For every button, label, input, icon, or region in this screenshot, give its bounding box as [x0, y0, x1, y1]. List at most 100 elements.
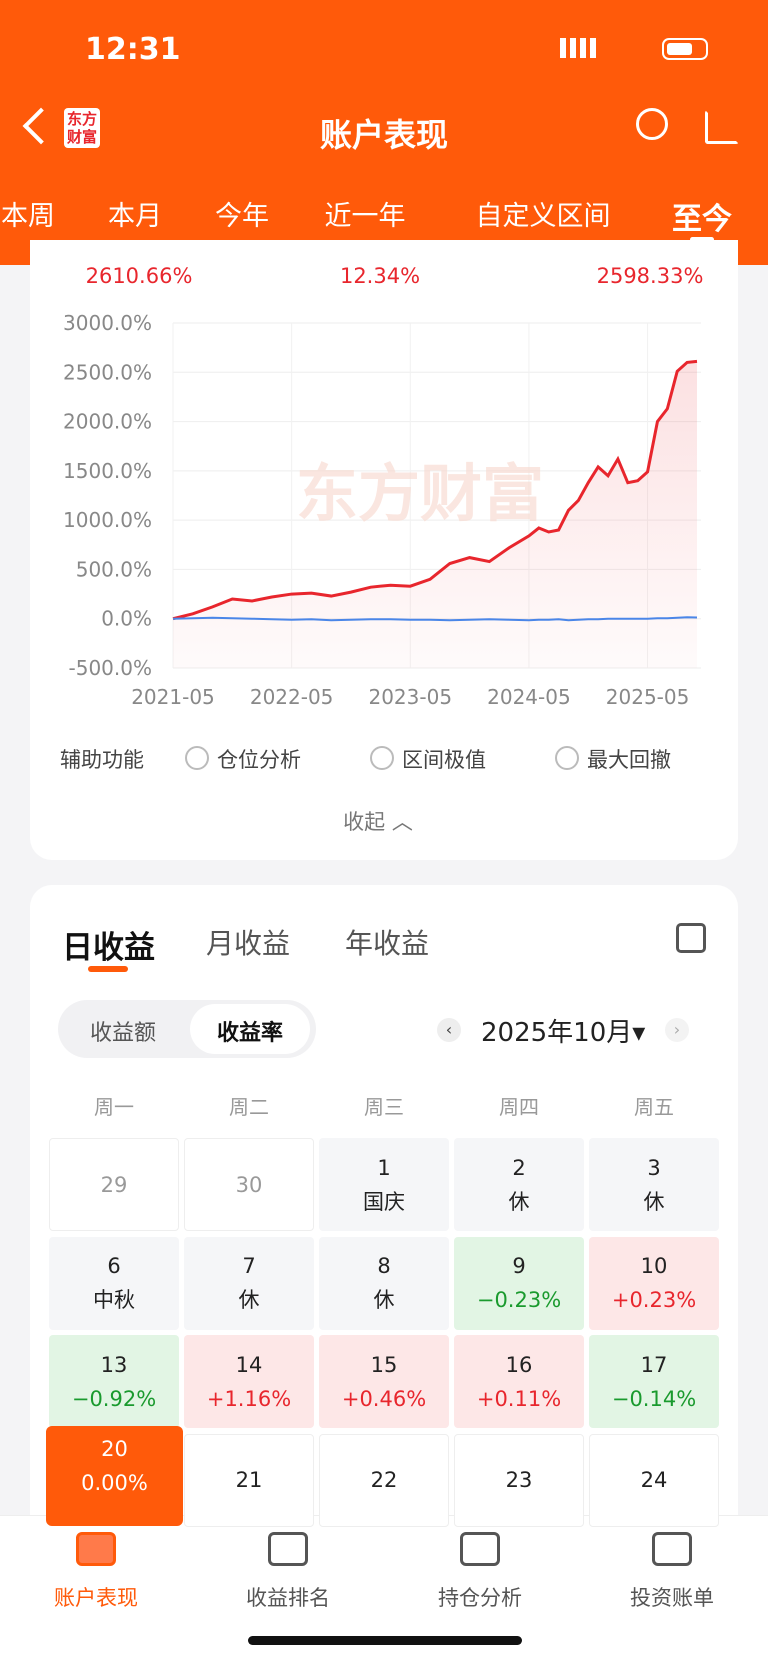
area-fill: [173, 361, 697, 668]
calendar-cell[interactable]: 14 +1.16%: [184, 1335, 314, 1428]
period-tab[interactable]: 近一年: [324, 201, 406, 232]
nav-icon[interactable]: [76, 1532, 116, 1566]
time: 12:31: [85, 32, 181, 67]
cell-note: 国庆: [363, 1189, 405, 1214]
period-tab[interactable]: 本周: [1, 201, 55, 232]
calendar-cell[interactable]: 6 中秋: [49, 1236, 179, 1330]
calendar-cell[interactable]: 9 −0.23%: [454, 1236, 584, 1330]
cell-day: 14: [235, 1352, 263, 1377]
nav-label[interactable]: 账户表现: [54, 1586, 138, 1610]
calendar-cell[interactable]: 20 0.00%: [46, 1426, 183, 1526]
collapse-button[interactable]: 收起 ︿: [343, 810, 413, 834]
cell-note: −0.92%: [71, 1386, 157, 1411]
cell-note: +1.16%: [206, 1386, 292, 1411]
cell-note: +0.46%: [341, 1386, 427, 1411]
month-picker[interactable]: 2025年10月▾: [481, 1018, 646, 1048]
toggle-option[interactable]: 收益额: [89, 1021, 157, 1046]
calendar-cell[interactable]: 17 −0.14%: [589, 1335, 719, 1428]
calendar-cell[interactable]: 23: [454, 1433, 584, 1527]
prev-month[interactable]: ‹: [437, 1018, 461, 1042]
back-button[interactable]: [22, 107, 60, 145]
aux-option[interactable]: 仓位分析: [217, 748, 301, 772]
cell-day: 1: [377, 1155, 391, 1180]
calendar-cell[interactable]: 1 国庆: [319, 1138, 449, 1231]
cell-note: −0.23%: [476, 1288, 562, 1312]
tab-indicator: [690, 237, 714, 242]
calendar-cell[interactable]: 24: [589, 1433, 719, 1527]
calendar-cell[interactable]: 15 +0.46%: [319, 1335, 449, 1428]
returns-tab[interactable]: 月收益: [206, 927, 291, 960]
logo: 东方 财富: [64, 108, 101, 148]
cell-day: 20: [101, 1437, 128, 1461]
cell-note: 0.00%: [81, 1471, 148, 1495]
radio[interactable]: [370, 746, 394, 770]
returns-tab[interactable]: 日收益: [62, 930, 155, 966]
header: 12:31 东方 财富 账户表现: [0, 0, 768, 265]
share-icon[interactable]: [705, 110, 739, 144]
cell-day: 17: [640, 1352, 668, 1377]
toggle-option[interactable]: 收益率: [216, 1021, 284, 1046]
calendar-cell[interactable]: 29: [49, 1138, 179, 1231]
cell-note: 休: [643, 1189, 665, 1214]
aux-label: 辅助功能: [60, 748, 144, 772]
signal-icon: [560, 38, 600, 58]
nav-icon[interactable]: [652, 1532, 692, 1566]
calendar-cell[interactable]: 13 −0.92%: [49, 1335, 179, 1428]
weekday: 周一: [94, 1095, 134, 1119]
share-icon[interactable]: [676, 923, 706, 953]
tab-indicator: [88, 966, 128, 972]
nav-icon[interactable]: [268, 1532, 308, 1566]
cell-note: +0.23%: [611, 1288, 697, 1312]
battery-icon: [662, 38, 708, 60]
cell-note: +0.11%: [476, 1386, 562, 1411]
calendar-cell[interactable]: 21: [184, 1433, 314, 1527]
calendar-cell[interactable]: 10 +0.23%: [589, 1236, 719, 1330]
calendar-cell[interactable]: 22: [319, 1433, 449, 1527]
period-tab[interactable]: 自定义区间: [475, 201, 611, 232]
aux-option[interactable]: 最大回撤: [587, 748, 671, 772]
radio[interactable]: [185, 746, 209, 770]
x-tick-label: 2023-05: [368, 685, 452, 709]
y-tick-label: 1500.0%: [63, 459, 152, 483]
cell-day: 22: [370, 1468, 398, 1492]
nav-label[interactable]: 投资账单: [630, 1586, 714, 1610]
next-month[interactable]: ›: [665, 1018, 689, 1042]
cell-day: 2: [512, 1155, 526, 1180]
cell-day: 6: [107, 1254, 121, 1278]
x-tick-label: 2024-05: [487, 685, 571, 709]
summary-value: 2610.66%: [85, 264, 193, 288]
nav-icon[interactable]: [460, 1532, 500, 1566]
weekday: 周二: [229, 1095, 269, 1119]
period-tab[interactable]: 本月: [108, 201, 162, 232]
x-tick-label: 2025-05: [606, 685, 690, 709]
calendar-cell[interactable]: 16 +0.11%: [454, 1335, 584, 1428]
x-tick-label: 2022-05: [250, 685, 334, 709]
cell-day: 30: [235, 1172, 263, 1197]
toggle-selected: [190, 1004, 310, 1054]
watermark: 东方财富: [296, 457, 544, 530]
home-indicator: [248, 1636, 522, 1645]
title: 账户表现: [319, 116, 449, 154]
aux-option[interactable]: 区间极值: [402, 748, 486, 772]
radio[interactable]: [555, 746, 579, 770]
period-tab[interactable]: 至今: [672, 202, 732, 237]
calendar-cell[interactable]: 30: [184, 1138, 314, 1231]
cell-day: 24: [640, 1468, 668, 1492]
period-tab[interactable]: 今年: [215, 201, 269, 232]
cell-day: 8: [377, 1254, 391, 1278]
y-tick-label: 0.0%: [101, 607, 152, 631]
user-icon[interactable]: [636, 108, 668, 140]
nav-label[interactable]: 持仓分析: [438, 1586, 522, 1610]
nav-label[interactable]: 收益排名: [246, 1586, 330, 1610]
weekday: 周三: [364, 1095, 404, 1119]
cell-day: 21: [235, 1468, 263, 1492]
summary-value: 2598.33%: [596, 264, 704, 288]
cell-note: 中秋: [93, 1288, 135, 1312]
returns-tab[interactable]: 年收益: [345, 927, 430, 960]
collapse-text: 收起: [343, 810, 386, 834]
